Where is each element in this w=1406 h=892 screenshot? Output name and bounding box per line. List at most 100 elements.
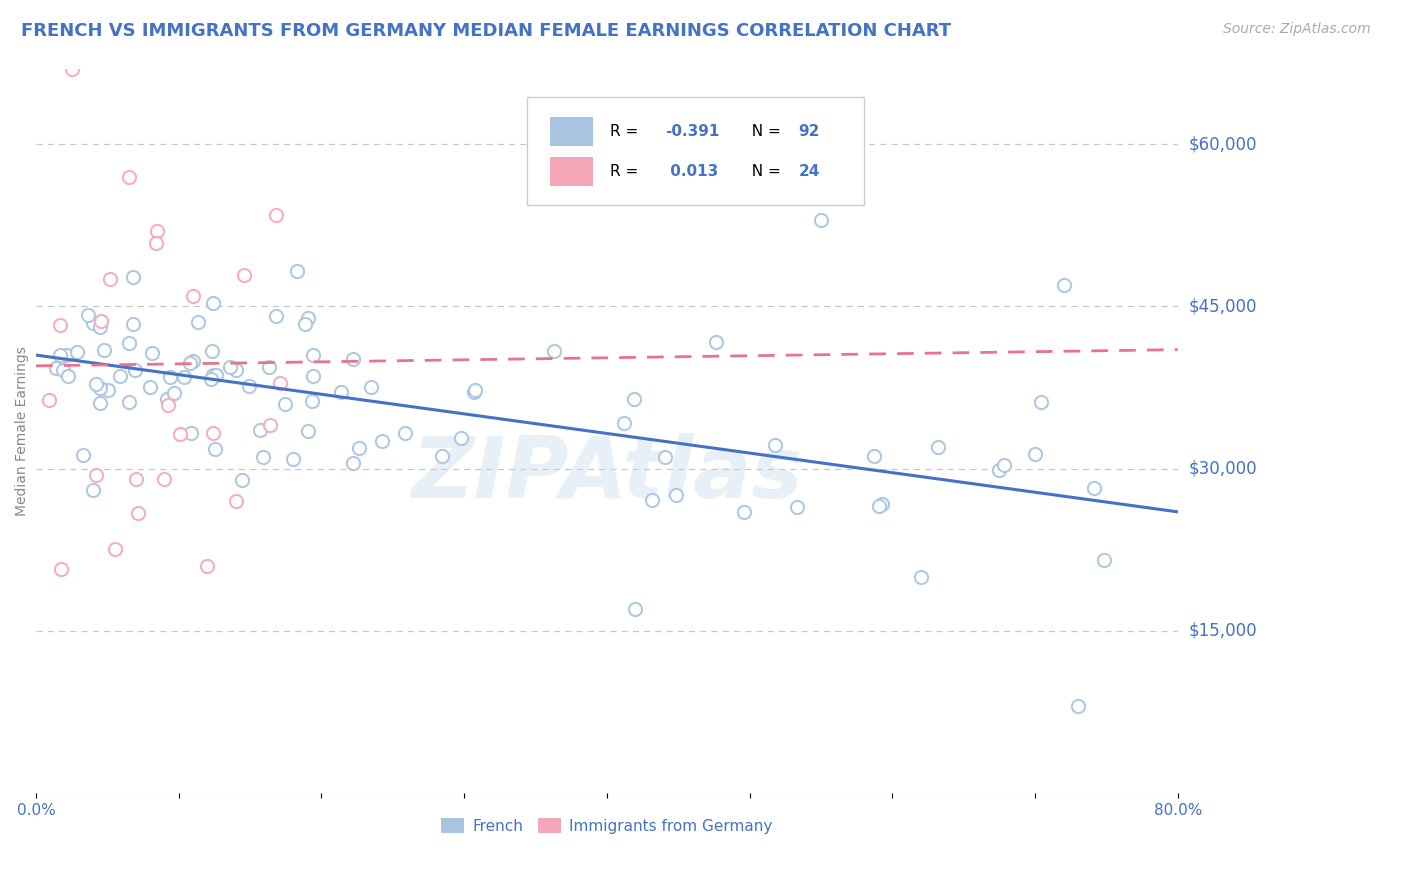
Point: [430, 449, 453, 463]
Point: [269, 376, 291, 391]
Point: [665, 488, 688, 502]
Point: [264, 309, 287, 323]
Legend: French, Immigrants from Germany: French, Immigrants from Germany: [436, 812, 779, 839]
Text: $15,000: $15,000: [1189, 622, 1257, 640]
Point: [187, 315, 209, 329]
Point: [862, 449, 884, 463]
Point: [294, 317, 316, 331]
Point: [153, 472, 176, 486]
Point: [89, 320, 111, 334]
Point: [97, 383, 120, 397]
Point: [464, 383, 486, 397]
Point: [264, 208, 287, 222]
Point: [342, 352, 364, 367]
Point: [52, 363, 75, 377]
Point: [987, 463, 1010, 477]
Point: [360, 379, 382, 393]
Point: [993, 458, 1015, 472]
Point: [450, 431, 472, 445]
Point: [55, 348, 77, 362]
Point: [86, 467, 108, 482]
Point: [201, 425, 224, 440]
Point: [342, 456, 364, 470]
Point: [733, 505, 755, 519]
Text: $45,000: $45,000: [1189, 297, 1257, 316]
Text: R =: R =: [610, 164, 644, 179]
Point: [281, 451, 304, 466]
Point: [118, 395, 141, 409]
Point: [125, 472, 148, 486]
Point: [301, 393, 323, 408]
Point: [1024, 447, 1046, 461]
FancyBboxPatch shape: [550, 117, 593, 146]
Point: [45, 361, 67, 376]
Point: [127, 506, 149, 520]
Point: [93, 343, 115, 357]
Point: [704, 334, 727, 349]
Point: [654, 450, 676, 464]
Point: [89, 381, 111, 395]
Text: FRENCH VS IMMIGRANTS FROM GERMANY MEDIAN FEMALE EARNINGS CORRELATION CHART: FRENCH VS IMMIGRANTS FROM GERMANY MEDIAN…: [21, 22, 952, 40]
Point: [463, 385, 485, 400]
Point: [613, 416, 636, 430]
Point: [121, 317, 143, 331]
Text: N =: N =: [741, 124, 785, 139]
Point: [225, 494, 247, 508]
Point: [274, 397, 297, 411]
Point: [370, 434, 392, 448]
Point: [86, 376, 108, 391]
Text: Source: ZipAtlas.com: Source: ZipAtlas.com: [1223, 22, 1371, 37]
Point: [82, 316, 104, 330]
Point: [329, 385, 352, 400]
Point: [169, 427, 191, 442]
Point: [252, 450, 274, 465]
Point: [89, 396, 111, 410]
Point: [118, 335, 141, 350]
Text: ZIPAtlas: ZIPAtlas: [411, 433, 803, 516]
Point: [104, 541, 127, 556]
Point: [910, 570, 932, 584]
Point: [38, 392, 60, 407]
Point: [204, 442, 226, 456]
Point: [180, 426, 202, 441]
Point: [1052, 277, 1074, 292]
Text: 24: 24: [799, 164, 820, 179]
Point: [118, 169, 141, 184]
Point: [231, 473, 253, 487]
Point: [201, 343, 224, 358]
Point: [48, 348, 70, 362]
Text: R =: R =: [610, 124, 644, 139]
Point: [302, 348, 325, 362]
Point: [141, 346, 163, 360]
Point: [232, 268, 254, 283]
Point: [72, 448, 94, 462]
Point: [927, 440, 949, 454]
Point: [238, 379, 260, 393]
Point: [179, 356, 201, 370]
Point: [1083, 481, 1105, 495]
Point: [56, 369, 79, 384]
Point: [394, 426, 416, 441]
Text: N =: N =: [741, 164, 785, 179]
Point: [640, 492, 662, 507]
Point: [48, 318, 70, 332]
Point: [121, 269, 143, 284]
Text: -0.391: -0.391: [665, 124, 720, 139]
Point: [870, 497, 893, 511]
Point: [163, 386, 186, 401]
Point: [156, 398, 179, 412]
FancyBboxPatch shape: [550, 157, 593, 186]
Point: [225, 363, 247, 377]
Point: [181, 289, 204, 303]
Point: [1092, 552, 1115, 566]
Point: [145, 235, 167, 250]
Point: [146, 224, 169, 238]
Point: [205, 368, 228, 382]
Point: [195, 558, 218, 573]
Y-axis label: Median Female Earnings: Median Female Earnings: [15, 346, 30, 516]
Point: [66, 345, 89, 359]
Point: [302, 368, 325, 383]
Point: [49, 562, 72, 576]
Point: [1029, 395, 1052, 409]
Point: [543, 343, 565, 358]
